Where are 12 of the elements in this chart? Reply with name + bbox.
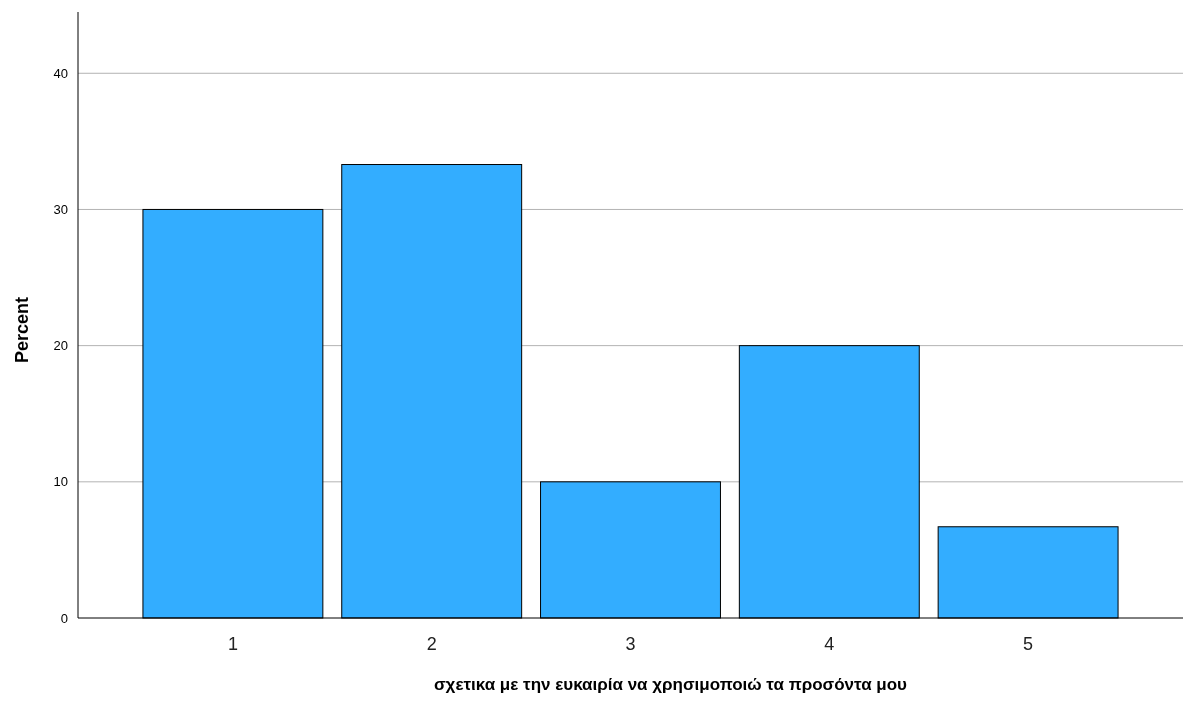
x-tick-label: 4 <box>824 634 835 655</box>
y-tick-label: 30 <box>53 202 68 218</box>
x-tick-label: 3 <box>625 634 636 655</box>
y-tick-label: 10 <box>53 474 68 490</box>
x-tick-label: 1 <box>227 634 238 655</box>
y-tick-label: 40 <box>53 65 68 81</box>
y-tick-label: 20 <box>53 338 68 354</box>
x-tick-label: 5 <box>1023 634 1034 655</box>
y-axis-title: Percent <box>12 296 32 364</box>
x-axis-title: σχετικα με την ευκαιρία να χρησιμοποιώ τα προσόντα μου <box>433 675 908 694</box>
x-tick-label: 2 <box>426 634 437 655</box>
y-tick-label: 0 <box>60 610 68 626</box>
